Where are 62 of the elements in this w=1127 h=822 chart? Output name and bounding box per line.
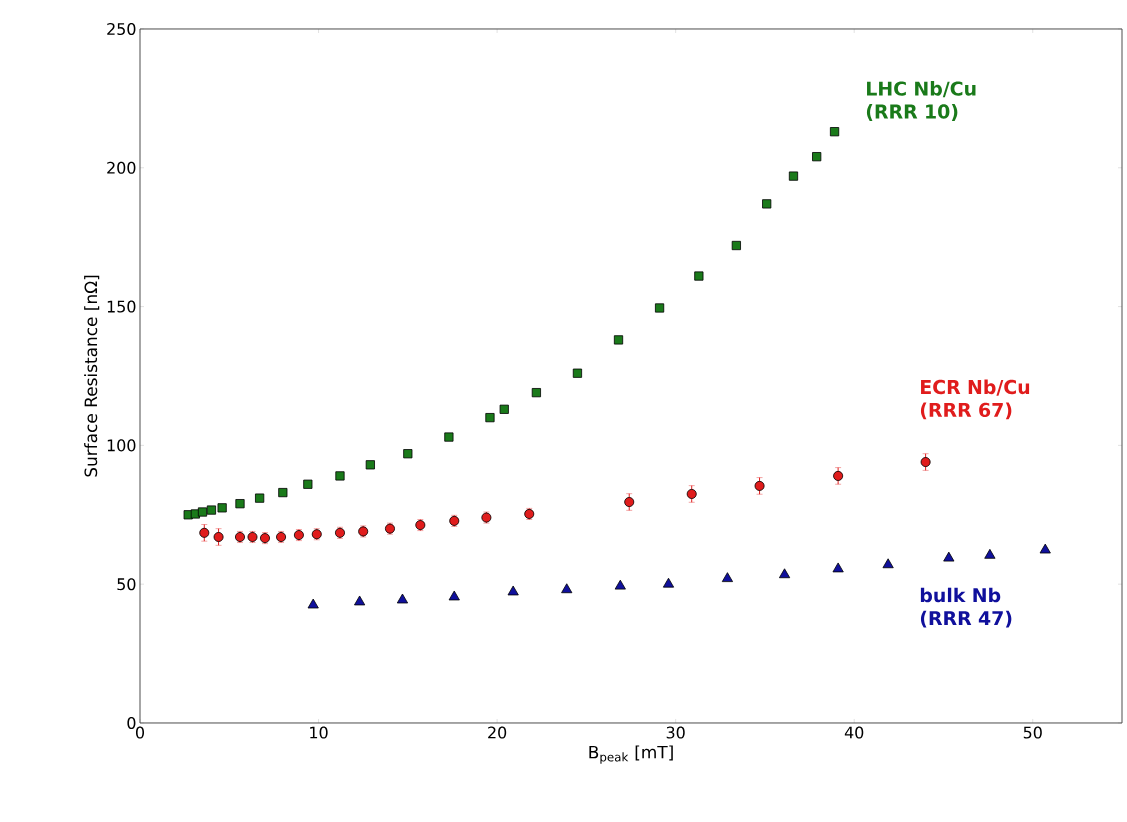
point [882, 558, 894, 569]
point [613, 335, 624, 345]
point [788, 171, 799, 181]
point [920, 457, 931, 468]
point [507, 585, 519, 596]
point [396, 593, 409, 604]
x-tick-label: 0 [135, 726, 145, 739]
point [829, 127, 840, 137]
point [832, 562, 844, 573]
point [403, 449, 413, 459]
point [307, 598, 319, 609]
point [984, 548, 996, 559]
point [499, 404, 509, 414]
point [213, 532, 224, 542]
point [833, 470, 844, 481]
point [278, 487, 288, 498]
point [217, 503, 227, 513]
y-tick-label: 250 [107, 22, 136, 35]
y-tick-label: 150 [107, 300, 136, 313]
point [694, 271, 704, 281]
x-tick-label: 10 [310, 726, 328, 739]
point [335, 471, 345, 481]
point [614, 579, 626, 590]
text: ECR Nb/Cu (RRR 67) [920, 379, 1030, 420]
point [531, 388, 541, 398]
x-axis-title: B$_{peak}$ [mT] [589, 745, 673, 764]
point [572, 368, 583, 378]
point [197, 507, 208, 517]
x-tick-label: 50 [1023, 726, 1042, 739]
series-label: LHC Nb/Cu (RRR 10) [866, 81, 976, 121]
point [686, 488, 697, 499]
y-tick-label: 50 [117, 578, 136, 591]
point [662, 577, 675, 588]
y-tick-label: 0 [127, 716, 136, 730]
point [943, 551, 955, 562]
point [255, 493, 265, 503]
series-label: bulk Nb (RRR 47) [920, 587, 1012, 628]
point [1039, 543, 1051, 554]
point [721, 572, 733, 583]
y-axis-title: Surface Resistance [nΩ] [84, 275, 100, 477]
point [199, 527, 210, 538]
point [303, 479, 313, 489]
point [778, 568, 791, 579]
point [444, 432, 454, 442]
point [235, 499, 245, 509]
point [754, 480, 765, 491]
point [448, 590, 460, 601]
point [354, 595, 366, 606]
point [812, 152, 822, 162]
y-tick-label: 100 [107, 439, 136, 452]
point [485, 413, 495, 423]
point [731, 240, 741, 251]
y-tick-label: 200 [107, 161, 136, 174]
point [624, 497, 635, 507]
point [655, 303, 665, 313]
point [206, 505, 217, 515]
point [365, 460, 375, 470]
x-tick-label: 20 [488, 726, 507, 739]
x-tick-label: 40 [844, 726, 864, 739]
x-tick-label: 30 [666, 726, 685, 739]
point [762, 199, 772, 209]
point [561, 583, 573, 594]
